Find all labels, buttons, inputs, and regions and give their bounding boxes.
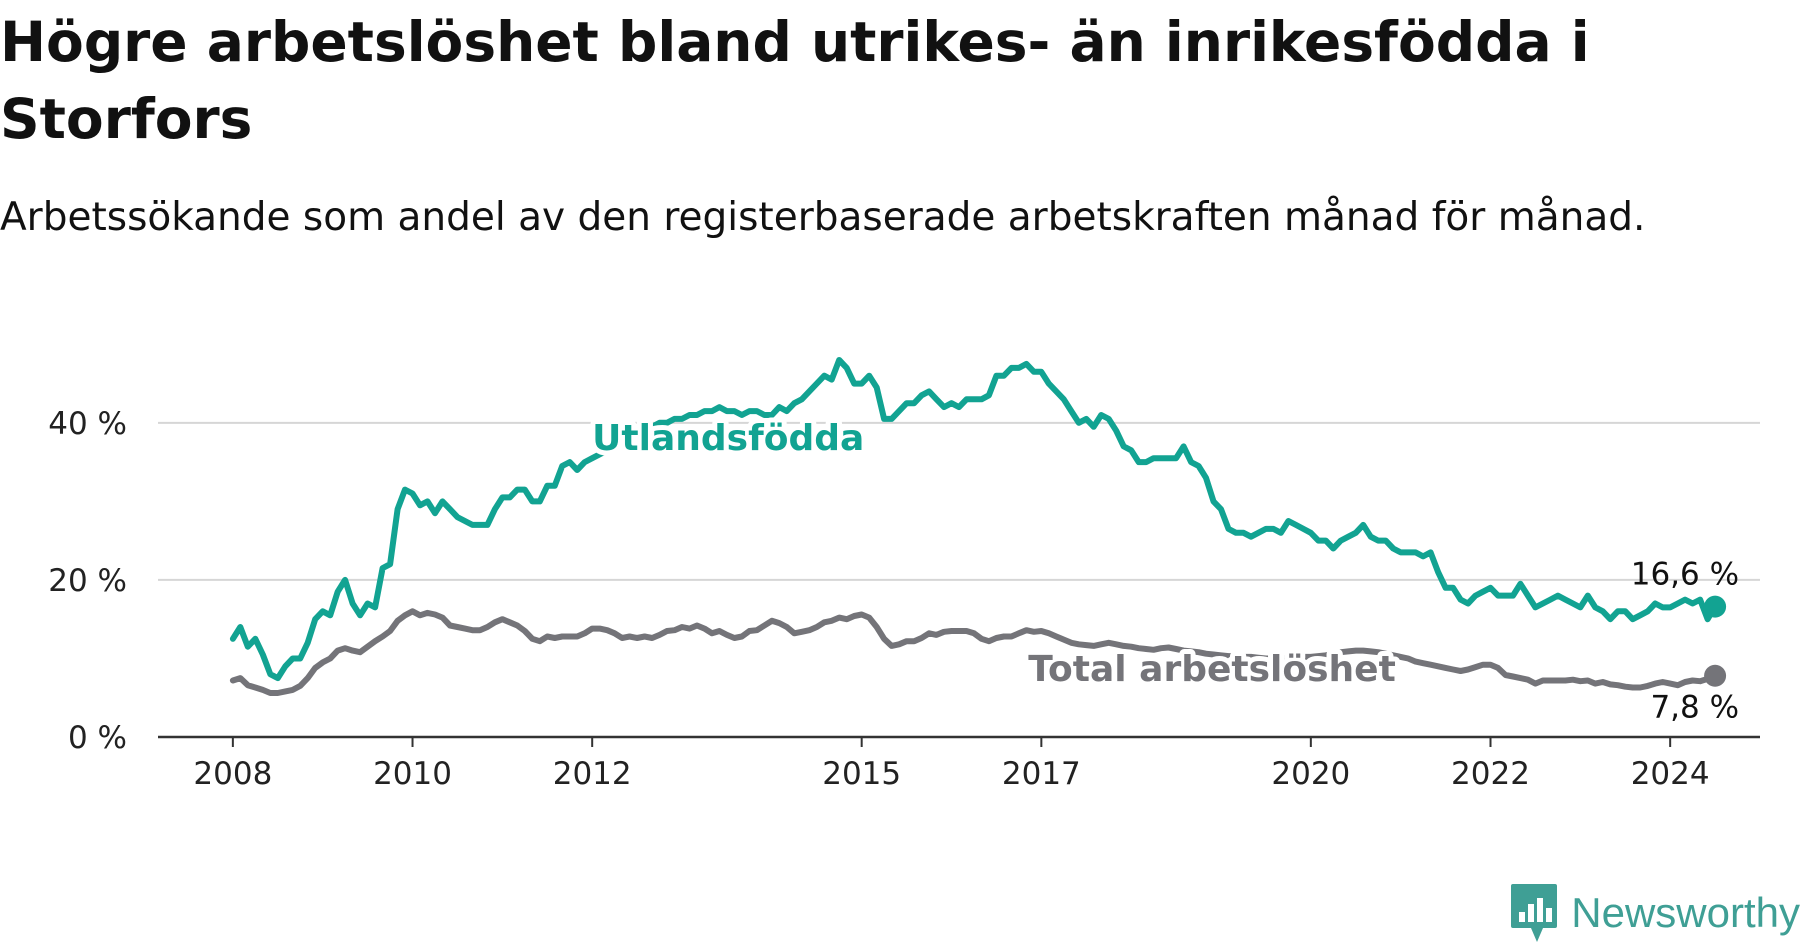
series-label-total: Total arbetslöshet — [1028, 649, 1396, 690]
x-tick-label: 2024 — [1631, 756, 1710, 792]
chart-subtitle: Arbetssökande som andel av den registerb… — [0, 195, 1646, 240]
end-value-label-total: 7,8 % — [1650, 690, 1739, 726]
newsworthy-logo-icon — [1511, 884, 1558, 942]
series-label-halo: Utlandsfödda — [592, 418, 864, 459]
x-tick-label: 2015 — [822, 756, 901, 792]
end-value-label-foreign-born: 16,6 % — [1631, 557, 1739, 593]
x-tick-label: 2020 — [1271, 756, 1350, 792]
x-tick-label: 2017 — [1002, 756, 1081, 792]
end-point-foreign-born — [1704, 595, 1727, 618]
series-label-foreign-born: Utlandsfödda — [592, 418, 864, 459]
end-point-total — [1704, 664, 1727, 687]
x-tick-label: 2012 — [553, 756, 632, 792]
newsworthy-brand: Newsworthy — [1509, 878, 1800, 948]
y-tick-label: 20 % — [48, 563, 127, 599]
x-tick-label: 2010 — [373, 756, 452, 792]
y-tick-label: 40 % — [48, 406, 127, 442]
chart-title: Högre arbetslöshet bland utrikes- än inr… — [0, 10, 1590, 151]
x-tick-label: 2008 — [193, 756, 272, 792]
series-label-halo: Total arbetslöshet — [1028, 649, 1396, 690]
x-tick-label: 2022 — [1451, 756, 1530, 792]
series-line-total — [229, 608, 1719, 696]
series-line-foreign-born — [229, 357, 1719, 682]
brand-name: Newsworthy — [1571, 889, 1800, 936]
y-tick-label: 0 % — [68, 720, 127, 756]
